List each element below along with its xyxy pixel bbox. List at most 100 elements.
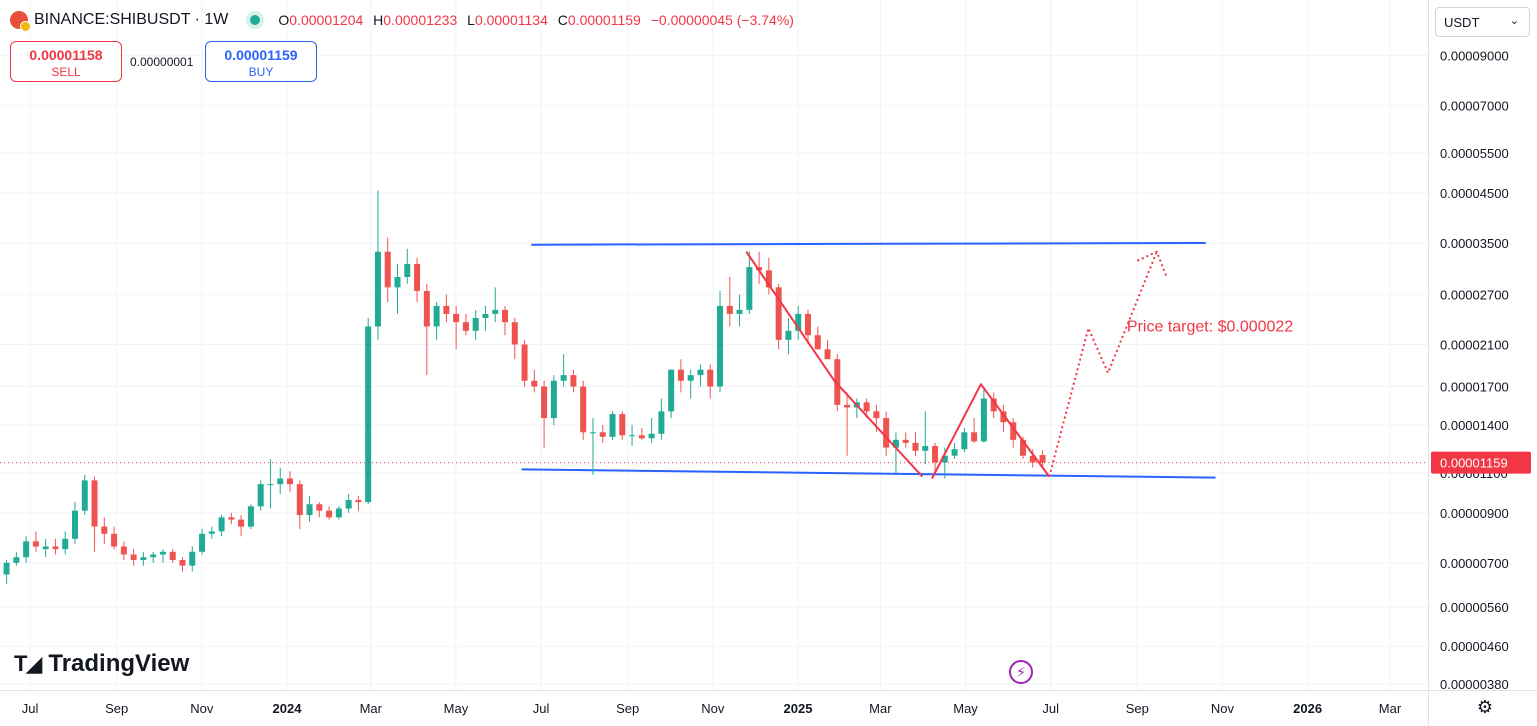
price-tick-label: 0.00003500	[1440, 236, 1509, 251]
candle-body	[658, 411, 665, 434]
symbol-title[interactable]: BINANCE:SHIBUSDT · 1W	[34, 11, 229, 28]
chart-grid	[0, 0, 1428, 690]
shib-coin-icon	[10, 11, 31, 32]
candle-body	[746, 267, 753, 310]
candle-body	[619, 414, 626, 436]
market-open-icon	[250, 15, 261, 25]
candle-body	[990, 398, 997, 412]
candle-body	[883, 418, 890, 448]
chart-annotations[interactable]: Price target: $0.000022	[0, 250, 1428, 479]
candle-body	[873, 411, 880, 419]
pattern-path[interactable]	[931, 383, 1051, 479]
candle-body	[902, 439, 909, 443]
candle-body	[326, 510, 333, 518]
candle-body	[697, 369, 704, 376]
time-tick-label: 2024	[273, 701, 303, 716]
time-tick-label: Sep	[105, 701, 128, 716]
ohlc-values: O0.00001204 H0.00001233 L0.00001134 C0.0…	[278, 12, 794, 28]
candle-body	[394, 276, 401, 288]
projection-arrow[interactable]	[1136, 250, 1168, 278]
candle-body	[677, 369, 684, 381]
time-axis[interactable]: Jul Sep Nov 2024 Mar May Jul Sep Nov 2025 Mar May Ju…	[0, 690, 1537, 717]
candle-body	[287, 478, 293, 485]
candle-body	[13, 557, 20, 563]
candle-body	[971, 432, 978, 442]
resistance-line[interactable]	[531, 242, 1206, 246]
candle-body	[795, 313, 802, 331]
price-target-annotation[interactable]: Price target: $0.000022	[1127, 318, 1293, 335]
candle-body	[453, 313, 460, 323]
time-tick-label: Mar	[869, 701, 892, 716]
candle-body	[247, 506, 254, 527]
candle-body	[462, 322, 469, 331]
candle-body	[482, 313, 489, 318]
candle-body	[316, 504, 323, 511]
sell-label: SELL	[51, 65, 81, 79]
candle-body	[932, 446, 939, 463]
open-label: O	[278, 12, 290, 28]
candle-body	[355, 500, 362, 503]
candle-body	[844, 404, 851, 408]
downtrend-path[interactable]	[745, 251, 924, 478]
candle-body	[814, 335, 821, 350]
open-value: 0.00001204	[289, 12, 364, 28]
currency-label: USDT	[1444, 15, 1480, 30]
time-tick-label: Jul	[22, 701, 39, 716]
lightning-icon[interactable]: ⚡	[1009, 660, 1033, 684]
candle-body	[717, 305, 724, 387]
candle-body	[1019, 439, 1026, 456]
candle-body	[511, 322, 518, 345]
candle-body	[951, 449, 958, 456]
last-price-badge	[1431, 451, 1531, 474]
candle-body	[120, 546, 127, 555]
candle-body	[150, 554, 157, 558]
support-line[interactable]	[521, 468, 1216, 479]
candle-body	[218, 517, 225, 532]
candle-body	[726, 305, 733, 314]
candle-body	[71, 510, 78, 539]
candle-body	[159, 551, 166, 555]
candle-body	[365, 326, 372, 503]
candle-body	[384, 251, 391, 288]
tradingview-logo[interactable]: T◢ TradingView	[14, 650, 189, 678]
candle-body	[23, 541, 30, 558]
candle-body	[892, 439, 899, 448]
candle-body	[531, 380, 538, 387]
candle-body	[423, 290, 430, 327]
price-tick-label: 0.00001700	[1440, 379, 1509, 394]
candle-body	[736, 309, 743, 314]
low-value: 0.00001134	[474, 12, 548, 28]
candle-body	[570, 375, 577, 387]
candle-body	[267, 484, 274, 486]
chart-drawings[interactable]	[521, 242, 1216, 479]
candle-body	[257, 484, 264, 507]
buy-label: BUY	[248, 65, 274, 79]
high-value: 0.00001233	[383, 12, 458, 28]
high-label: H	[373, 12, 384, 28]
candle-body	[804, 313, 811, 336]
candle-body	[3, 562, 10, 575]
candle-body	[765, 270, 772, 288]
time-tick-label: Jul	[533, 701, 550, 716]
gear-icon[interactable]: ⚙	[1476, 697, 1494, 717]
currency-select[interactable]: USDT ⌄	[1435, 7, 1530, 37]
candle-body	[101, 526, 108, 534]
price-tick-label: 0.00009000	[1440, 48, 1509, 63]
candle-body	[443, 305, 450, 314]
candle-body	[638, 435, 645, 439]
price-axis[interactable]: 0.00009000 0.00007000 0.00005500 0.00004500…	[1428, 0, 1532, 726]
price-tick-label: 0.00004500	[1440, 186, 1509, 201]
buy-button[interactable]: 0.00001159 BUY	[205, 41, 317, 82]
price-tick-label: 0.00000700	[1440, 556, 1509, 571]
projection-path[interactable]	[1048, 251, 1158, 477]
sell-price: 0.00001158	[29, 47, 103, 63]
sell-button[interactable]: 0.00001158 SELL	[10, 41, 122, 82]
candle-body	[208, 531, 215, 534]
candle-body	[42, 546, 49, 550]
candle-body	[541, 386, 548, 419]
time-tick-label: Nov	[1211, 701, 1235, 716]
candle-body	[824, 349, 831, 360]
candle-body	[277, 478, 284, 485]
candle-body	[374, 251, 381, 327]
